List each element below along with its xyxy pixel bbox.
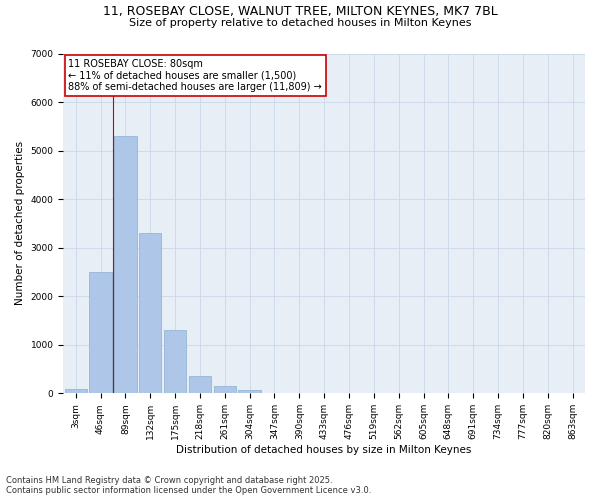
Bar	[114, 136, 137, 394]
Y-axis label: Number of detached properties: Number of detached properties	[15, 142, 25, 306]
Text: 11, ROSEBAY CLOSE, WALNUT TREE, MILTON KEYNES, MK7 7BL: 11, ROSEBAY CLOSE, WALNUT TREE, MILTON K…	[103, 5, 497, 18]
Bar	[164, 330, 186, 394]
Bar	[139, 233, 161, 394]
Text: Size of property relative to detached houses in Milton Keynes: Size of property relative to detached ho…	[129, 18, 471, 28]
Bar	[89, 272, 112, 394]
Text: Contains HM Land Registry data © Crown copyright and database right 2025.
Contai: Contains HM Land Registry data © Crown c…	[6, 476, 371, 495]
Text: 11 ROSEBAY CLOSE: 80sqm
← 11% of detached houses are smaller (1,500)
88% of semi: 11 ROSEBAY CLOSE: 80sqm ← 11% of detache…	[68, 58, 322, 92]
X-axis label: Distribution of detached houses by size in Milton Keynes: Distribution of detached houses by size …	[176, 445, 472, 455]
Bar	[214, 386, 236, 394]
Bar	[189, 376, 211, 394]
Bar	[65, 390, 87, 394]
Bar	[238, 390, 261, 394]
